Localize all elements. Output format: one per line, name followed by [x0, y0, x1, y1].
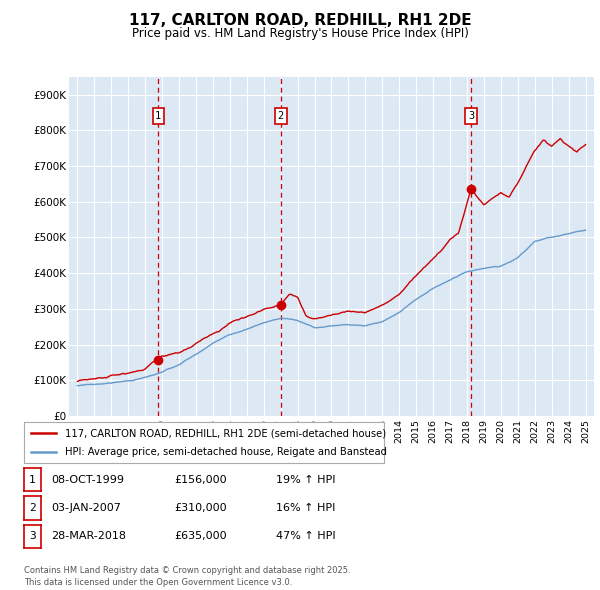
Text: 08-OCT-1999: 08-OCT-1999 — [52, 475, 125, 484]
Text: Contains HM Land Registry data © Crown copyright and database right 2025.
This d: Contains HM Land Registry data © Crown c… — [24, 566, 350, 587]
Text: 03-JAN-2007: 03-JAN-2007 — [52, 503, 121, 513]
Text: 16% ↑ HPI: 16% ↑ HPI — [276, 503, 335, 513]
Text: 3: 3 — [29, 532, 36, 541]
Text: 1: 1 — [155, 111, 161, 121]
Text: 28-MAR-2018: 28-MAR-2018 — [52, 532, 127, 541]
Text: HPI: Average price, semi-detached house, Reigate and Banstead: HPI: Average price, semi-detached house,… — [65, 447, 388, 457]
Text: £635,000: £635,000 — [174, 532, 227, 541]
Text: £310,000: £310,000 — [174, 503, 227, 513]
Text: £156,000: £156,000 — [174, 475, 227, 484]
Text: 3: 3 — [468, 111, 474, 121]
Text: 19% ↑ HPI: 19% ↑ HPI — [276, 475, 335, 484]
Text: 1: 1 — [29, 475, 36, 484]
Text: 2: 2 — [278, 111, 284, 121]
Text: 2: 2 — [29, 503, 36, 513]
Text: 117, CARLTON ROAD, REDHILL, RH1 2DE (semi-detached house): 117, CARLTON ROAD, REDHILL, RH1 2DE (sem… — [65, 428, 386, 438]
Text: Price paid vs. HM Land Registry's House Price Index (HPI): Price paid vs. HM Land Registry's House … — [131, 27, 469, 40]
Text: 117, CARLTON ROAD, REDHILL, RH1 2DE: 117, CARLTON ROAD, REDHILL, RH1 2DE — [128, 13, 472, 28]
Text: 47% ↑ HPI: 47% ↑ HPI — [276, 532, 335, 541]
